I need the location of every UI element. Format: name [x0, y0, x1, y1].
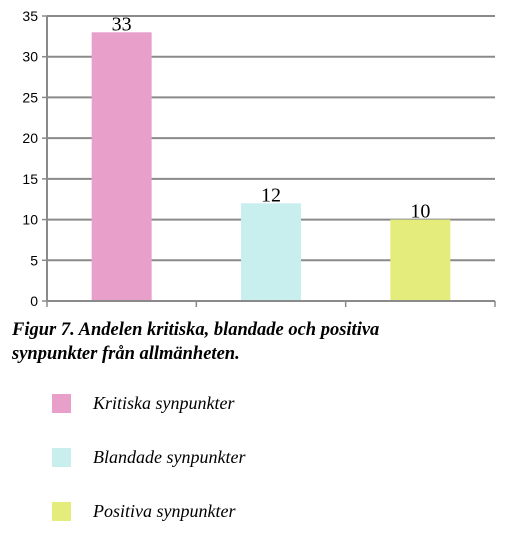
- legend-label-positiva: Positiva synpunkter: [93, 501, 236, 521]
- axes: [46, 16, 496, 307]
- legend-item-kritiska: Kritiska synpunkter: [52, 390, 245, 417]
- legend-item-positiva: Positiva synpunkter: [52, 498, 245, 525]
- legend-item-blandade: Blandade synpunkter: [52, 444, 245, 471]
- legend-label-kritiska: Kritiska synpunkter: [93, 393, 235, 413]
- bar-0: [91, 32, 152, 302]
- legend: Kritiska synpunkter Blandade synpunkter …: [52, 390, 245, 552]
- legend-label-blandade: Blandade synpunkter: [93, 447, 246, 467]
- y-tick-label-15: 15: [22, 171, 38, 187]
- y-tick-label-25: 25: [22, 89, 38, 105]
- legend-swatch-positiva: [52, 502, 71, 521]
- y-tick-label-35: 35: [22, 8, 38, 24]
- y-tick-label-20: 20: [22, 130, 38, 146]
- data-labels: 33 12 10: [112, 13, 431, 222]
- legend-swatch-kritiska: [52, 394, 71, 413]
- bars: [91, 32, 451, 302]
- y-tick-label-0: 0: [30, 293, 38, 309]
- figure-caption: Figur 7. Andelen kritiska, blandade och …: [12, 318, 512, 366]
- y-tick-label-30: 30: [22, 49, 38, 65]
- caption-line-2: synpunkter från allmänheten.: [12, 344, 240, 364]
- y-tick-label-5: 5: [30, 252, 38, 268]
- data-label-2: 10: [410, 201, 430, 223]
- data-label-1: 12: [261, 184, 281, 206]
- legend-swatch-blandade: [52, 448, 71, 467]
- y-tick-label-10: 10: [22, 212, 38, 228]
- data-label-0: 33: [112, 13, 132, 35]
- caption-line-1: Figur 7. Andelen kritiska, blandade och …: [12, 320, 380, 340]
- bar-1: [241, 203, 301, 301]
- bar-2: [390, 219, 451, 301]
- bar-chart: 0 5 10 15 20 25 30 35 33 12 10: [22, 8, 496, 309]
- y-axis-ticks: 0 5 10 15 20 25 30 35: [22, 8, 47, 309]
